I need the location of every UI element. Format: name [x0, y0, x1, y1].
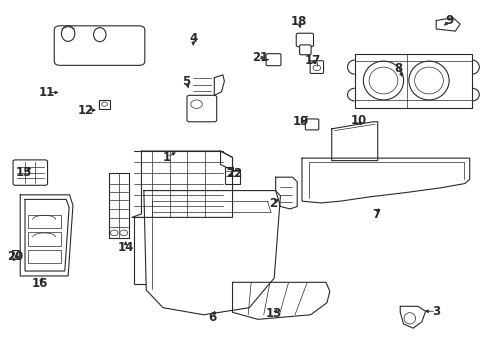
Polygon shape — [214, 75, 224, 95]
Text: 10: 10 — [350, 114, 366, 127]
Text: 9: 9 — [445, 14, 453, 27]
FancyBboxPatch shape — [309, 61, 323, 73]
FancyBboxPatch shape — [265, 54, 280, 66]
FancyBboxPatch shape — [13, 160, 47, 185]
Text: 17: 17 — [304, 54, 320, 67]
Text: 21: 21 — [251, 51, 267, 64]
Polygon shape — [225, 167, 239, 184]
Polygon shape — [302, 158, 469, 203]
FancyBboxPatch shape — [186, 95, 216, 122]
Text: 8: 8 — [394, 62, 402, 75]
Text: 20: 20 — [7, 251, 23, 264]
Text: 12: 12 — [77, 104, 93, 117]
Polygon shape — [132, 151, 232, 217]
Polygon shape — [435, 18, 459, 31]
Polygon shape — [109, 173, 128, 238]
Polygon shape — [232, 282, 329, 319]
Bar — [28, 250, 61, 263]
Polygon shape — [275, 177, 297, 209]
Text: 19: 19 — [292, 115, 308, 128]
Text: 15: 15 — [16, 166, 32, 179]
Bar — [28, 232, 61, 246]
Text: 7: 7 — [371, 208, 380, 221]
Text: 11: 11 — [39, 86, 55, 99]
Text: 14: 14 — [117, 240, 134, 253]
FancyBboxPatch shape — [299, 45, 310, 55]
Text: 13: 13 — [265, 307, 282, 320]
Polygon shape — [354, 54, 471, 108]
FancyBboxPatch shape — [296, 33, 313, 47]
Polygon shape — [399, 306, 425, 328]
Text: 5: 5 — [182, 75, 190, 88]
Text: 16: 16 — [32, 276, 48, 289]
Polygon shape — [13, 251, 19, 260]
Polygon shape — [220, 151, 232, 171]
FancyBboxPatch shape — [305, 119, 318, 130]
Text: 1: 1 — [163, 150, 171, 163]
Text: 22: 22 — [225, 167, 242, 180]
Text: 6: 6 — [208, 311, 217, 324]
Polygon shape — [331, 122, 377, 161]
Text: 18: 18 — [290, 15, 306, 28]
Bar — [134, 217, 223, 284]
Text: 3: 3 — [431, 305, 439, 318]
Polygon shape — [143, 190, 280, 315]
Bar — [28, 215, 61, 228]
Text: 4: 4 — [189, 32, 197, 45]
Bar — [99, 100, 110, 109]
Text: 2: 2 — [268, 198, 277, 211]
Polygon shape — [20, 195, 73, 276]
FancyBboxPatch shape — [54, 26, 144, 65]
